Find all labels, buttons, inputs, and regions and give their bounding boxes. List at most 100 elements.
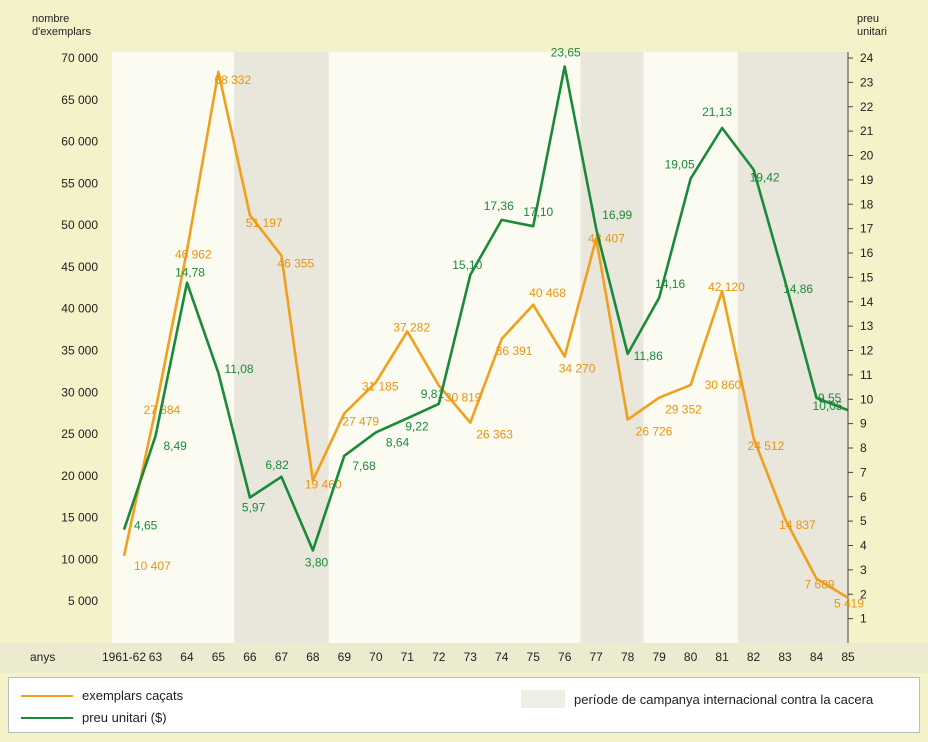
year-label: 85 [841, 650, 855, 664]
right-tick-label: 8 [860, 441, 867, 455]
year-label: 82 [747, 650, 761, 664]
data-label-preu: 14,86 [783, 282, 813, 296]
right-tick-label: 11 [860, 368, 873, 382]
legend-period-label: període de campanya internacional contra… [574, 691, 874, 707]
data-label-exemplars: 31 185 [362, 379, 399, 393]
right-tick-label: 16 [860, 246, 874, 260]
left-tick-label: 70 000 [61, 51, 98, 65]
right-tick-label: 7 [860, 465, 867, 479]
data-label-exemplars: 26 726 [636, 425, 673, 439]
right-tick-label: 19 [860, 173, 874, 187]
right-tick-label: 3 [860, 563, 867, 577]
data-label-preu: 10,05 [813, 399, 843, 413]
data-label-preu: 11,86 [634, 349, 663, 363]
data-label-preu: 8,64 [386, 435, 410, 449]
year-label: 79 [652, 650, 666, 664]
data-label-exemplars: 36 391 [496, 344, 533, 358]
left-axis-title-line2: d'exemplars [32, 26, 91, 38]
left-tick-label: 20 000 [61, 469, 98, 483]
data-label-exemplars: 51 197 [246, 216, 283, 230]
legend-preu-label: preu unitari ($) [82, 710, 167, 725]
data-label-exemplars: 34 270 [559, 362, 596, 376]
right-tick-label: 14 [860, 295, 874, 309]
year-label: 84 [810, 650, 824, 664]
right-axis-title-line1: preu [857, 13, 879, 25]
campaign-band-1 [234, 52, 329, 643]
data-label-exemplars: 14 837 [779, 518, 816, 532]
data-label-preu: 9,22 [405, 419, 429, 433]
year-label: 81 [715, 650, 729, 664]
year-label: 71 [401, 650, 415, 664]
legend-exemplars-label: exemplars caçats [82, 688, 184, 703]
left-tick-label: 30 000 [61, 385, 98, 399]
data-label-exemplars: 30 819 [445, 390, 482, 404]
legend-item-preu: preu unitari ($) [21, 710, 167, 725]
data-label-preu: 7,68 [352, 459, 376, 473]
data-label-preu: 4,65 [134, 519, 158, 533]
data-label-preu: 5,97 [242, 500, 266, 514]
data-label-exemplars: 27 479 [342, 414, 379, 428]
year-label: 67 [275, 650, 289, 664]
left-tick-label: 5 000 [68, 594, 98, 608]
left-axis-title-line1: nombre [32, 13, 69, 25]
data-label-exemplars: 29 352 [665, 403, 702, 417]
data-label-exemplars: 24 512 [748, 439, 785, 453]
right-tick-label: 17 [860, 222, 874, 236]
year-strip [0, 643, 928, 673]
right-tick-label: 18 [860, 197, 874, 211]
right-tick-label: 1 [860, 612, 867, 626]
left-tick-label: 60 000 [61, 135, 98, 149]
right-tick-label: 2 [860, 587, 867, 601]
year-label: 74 [495, 650, 509, 664]
year-label: 77 [589, 650, 603, 664]
series-line-exemplars [122, 70, 849, 599]
data-label-exemplars: 30 860 [705, 378, 742, 392]
data-label-preu: 6,82 [265, 458, 289, 472]
campaign-band-2 [580, 52, 644, 643]
left-tick-label: 45 000 [61, 260, 98, 274]
data-label-exemplars: 42 120 [708, 280, 745, 294]
data-label-preu: 9,55 [818, 391, 842, 405]
data-label-preu: 11,08 [224, 362, 253, 376]
year-label: 72 [432, 650, 446, 664]
year-label: 70 [369, 650, 383, 664]
data-label-exemplars: 46 355 [277, 257, 314, 271]
right-tick-label: 13 [860, 319, 874, 333]
data-label-preu: 3,80 [305, 555, 329, 569]
year-label: 65 [212, 650, 226, 664]
right-tick-label: 6 [860, 490, 867, 504]
right-tick-label: 24 [860, 51, 874, 65]
data-label-preu: 14,78 [175, 266, 205, 280]
right-tick-label: 12 [860, 344, 874, 358]
year-label: 78 [621, 650, 635, 664]
legend-item-exemplars: exemplars caçats [21, 688, 183, 703]
plot-area [112, 52, 848, 643]
right-tick-label: 23 [860, 75, 874, 89]
data-label-exemplars: 5 419 [834, 597, 864, 611]
legend-green-line [21, 716, 73, 719]
right-tick-label: 21 [860, 124, 874, 138]
data-label-preu: 17,10 [523, 205, 553, 219]
legend-orange-line [21, 694, 73, 697]
year-label: 83 [778, 650, 792, 664]
right-tick-label: 4 [860, 539, 867, 553]
year-label: 66 [243, 650, 257, 664]
series-line-preu [122, 65, 849, 552]
year-label: 80 [684, 650, 698, 664]
year-label: 69 [338, 650, 352, 664]
data-label-preu: 23,65 [551, 46, 581, 60]
legend-item-period: període de campanya internacional contra… [521, 690, 873, 708]
data-label-preu: 19,42 [750, 171, 780, 185]
data-label-exemplars: 68 332 [214, 73, 251, 87]
right-tick-label: 22 [860, 100, 874, 114]
data-label-preu: 21,13 [702, 105, 732, 119]
left-tick-label: 35 000 [61, 344, 98, 358]
right-tick-label: 20 [860, 149, 874, 163]
data-label-exemplars: 7 689 [805, 578, 835, 592]
left-tick-label: 55 000 [61, 176, 98, 190]
left-tick-label: 25 000 [61, 427, 98, 441]
right-tick-label: 5 [860, 514, 867, 528]
campaign-band-3 [737, 52, 848, 643]
year-label: 75 [527, 650, 541, 664]
left-tick-label: 10 000 [61, 552, 98, 566]
